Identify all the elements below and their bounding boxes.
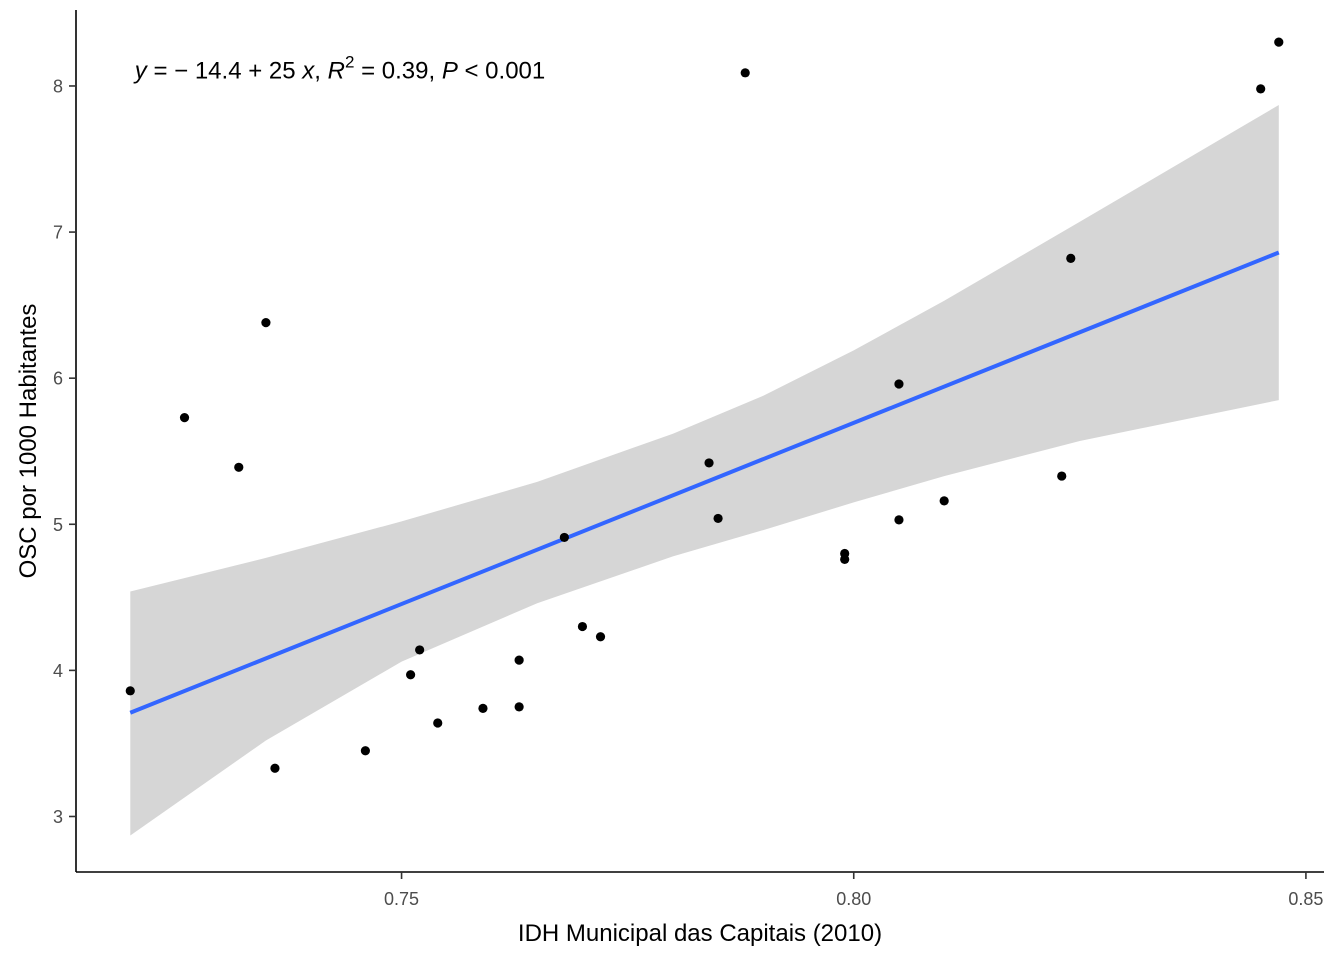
x-axis-title: IDH Municipal das Capitais (2010) [518, 920, 882, 947]
data-point-5 [270, 763, 280, 773]
data-point-14 [577, 621, 588, 632]
data-point-11 [514, 702, 524, 712]
data-point-4 [261, 318, 271, 328]
data-point-17 [713, 513, 723, 524]
data-point-23 [939, 496, 949, 506]
eq-separator: , [314, 58, 327, 85]
data-point-25 [1066, 253, 1076, 263]
x-ticks: 0.75 0.80 0.85 [384, 872, 1323, 909]
y-tick-label: 4 [53, 661, 63, 681]
data-point-16 [704, 458, 714, 468]
eq-p-symbol: P [442, 58, 458, 85]
x-tick-label: 0.80 [836, 889, 871, 909]
confidence-band [130, 105, 1279, 836]
data-point-7 [406, 670, 416, 680]
y-tick-label: 6 [53, 369, 63, 389]
data-point-18 [740, 68, 750, 78]
x-tick-label: 0.75 [384, 889, 419, 909]
data-points [125, 37, 1284, 773]
eq-r-symbol: R [328, 58, 345, 85]
eq-x-symbol: x [301, 58, 315, 85]
eq-coefficients: − 14.4 + 25 [174, 58, 302, 85]
data-point-3 [234, 462, 244, 472]
data-point-10 [478, 703, 488, 713]
data-point-27 [1274, 37, 1284, 47]
eq-y-symbol: y [133, 58, 149, 85]
eq-r-value: = 0.39, [354, 58, 441, 85]
eq-r-exponent: 2 [345, 53, 354, 72]
y-tick-label: 7 [53, 223, 63, 243]
y-tick-label: 8 [53, 76, 63, 96]
eq-p-value: < 0.001 [458, 58, 545, 85]
data-point-9 [433, 718, 443, 728]
data-point-22 [894, 379, 904, 389]
data-point-13 [559, 532, 569, 543]
plot-area [125, 37, 1284, 836]
data-point-2 [179, 413, 190, 423]
data-point-8 [415, 645, 425, 655]
y-axis-title: OSC por 1000 Habitantes [15, 304, 42, 579]
data-point-21 [894, 515, 904, 525]
data-point-6 [360, 746, 370, 756]
regression-line [129, 250, 1280, 715]
data-point-20 [840, 548, 850, 559]
data-point-12 [514, 655, 524, 665]
data-point-1 [125, 686, 135, 696]
data-point-26 [1256, 84, 1266, 94]
y-tick-label: 3 [53, 807, 63, 827]
data-point-15 [595, 632, 606, 642]
x-tick-label: 0.85 [1288, 889, 1323, 909]
data-point-24 [1057, 471, 1067, 481]
regression-equation: y = − 14.4 + 25 x, R2 = 0.39, P < 0.001 [133, 53, 545, 85]
y-ticks: 3 4 5 6 7 8 [53, 76, 76, 827]
y-tick-label: 5 [53, 515, 63, 535]
eq-equals: = [147, 58, 174, 85]
